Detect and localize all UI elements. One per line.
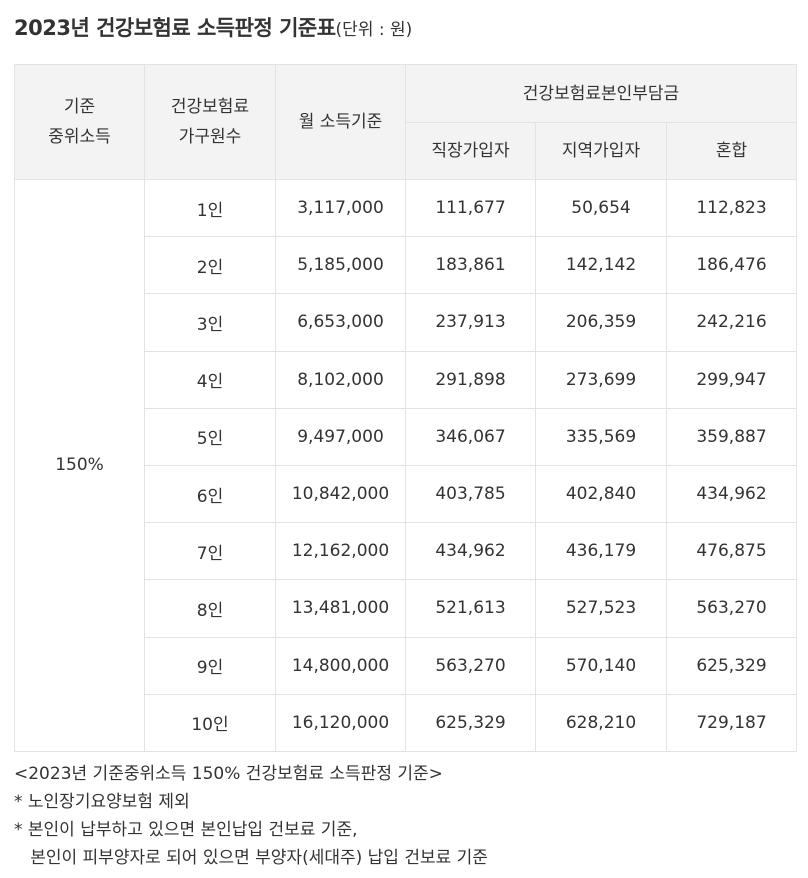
page-title: 2023년 건강보험료 소득판정 기준표(단위 : 원) (14, 12, 412, 46)
header-household-size: 건강보험료 가구원수 (144, 64, 276, 180)
table-header-row: 기준 중위소득 건강보험료 가구원수 월 소득기준 건강보험료본인부담금 (14, 64, 797, 180)
header-premium-group: 건강보험료본인부담금 (405, 64, 797, 123)
header-monthly-income: 월 소득기준 (275, 64, 406, 180)
header-median-income: 기준 중위소득 (14, 64, 145, 180)
income-cell: 10,842,000 (275, 464, 406, 524)
regional-cell: 50,654 (535, 178, 667, 238)
table-notes: <2023년 기준중위소득 150% 건강보험료 소득판정 기준> * 노인장기… (14, 760, 488, 872)
household-cell: 5인 (144, 407, 276, 466)
mixed-cell: 359,887 (666, 407, 797, 466)
table-row: 2인 5,185,000 183,861 142,142 186,476 (15, 236, 797, 295)
regional-cell: 402,840 (535, 464, 667, 524)
mixed-cell: 186,476 (666, 236, 797, 295)
header-median-line2: 중위소득 (48, 127, 111, 147)
income-cell: 3,117,000 (275, 178, 406, 238)
employee-cell: 625,329 (405, 693, 536, 752)
header-mixed: 혼합 (666, 122, 797, 180)
employee-cell: 183,861 (405, 236, 536, 295)
table-row: 10인 16,120,000 625,329 628,210 729,187 (15, 693, 797, 752)
income-criteria-table: 기준 중위소득 건강보험료 가구원수 월 소득기준 건강보험료본인부담금 직장가… (14, 64, 797, 752)
employee-cell: 521,613 (405, 579, 536, 638)
household-cell: 1인 (144, 178, 276, 238)
note-item: * 노인장기요양보험 제외 (14, 792, 190, 812)
table-row: 150% 1인 3,117,000 111,677 50,654 112,823 (14, 178, 797, 752)
household-cell: 7인 (144, 522, 276, 581)
table-row: 4인 8,102,000 291,898 273,699 299,947 (15, 350, 797, 409)
income-cell: 6,653,000 (275, 293, 406, 352)
household-cell: 3인 (144, 293, 276, 352)
income-cell: 14,800,000 (275, 636, 406, 695)
note-item-continued: 본인이 피부양자로 되어 있으면 부양자(세대주) 납입 건보료 기준 (14, 848, 488, 868)
employee-cell: 291,898 (405, 350, 536, 409)
income-cell: 16,120,000 (275, 693, 406, 752)
median-value-cell: 150% (14, 179, 145, 752)
mixed-cell: 625,329 (666, 636, 797, 695)
regional-cell: 628,210 (535, 693, 667, 752)
income-cell: 8,102,000 (275, 350, 406, 409)
mixed-cell: 434,962 (666, 464, 797, 524)
header-employee: 직장가입자 (405, 122, 536, 180)
income-cell: 5,185,000 (275, 236, 406, 295)
employee-cell: 434,962 (405, 522, 536, 581)
mixed-cell: 299,947 (666, 350, 797, 409)
mixed-cell: 563,270 (666, 579, 797, 638)
note-item: * 본인이 납부하고 있으면 본인납입 건보료 기준, (14, 820, 358, 840)
income-cell: 12,162,000 (275, 522, 406, 581)
mixed-cell: 242,216 (666, 293, 797, 352)
employee-cell: 563,270 (405, 636, 536, 695)
title-unit: (단위 : 원) (335, 20, 413, 40)
income-cell: 13,481,000 (275, 579, 406, 638)
table-row: 9인 14,800,000 563,270 570,140 625,329 (15, 636, 797, 695)
regional-cell: 335,569 (535, 407, 667, 466)
regional-cell: 527,523 (535, 579, 667, 638)
table-row: 5인 9,497,000 346,067 335,569 359,887 (15, 407, 797, 466)
household-cell: 9인 (144, 636, 276, 695)
mixed-cell: 112,823 (666, 178, 797, 238)
header-household-line1: 건강보험료 (170, 97, 250, 117)
employee-cell: 111,677 (405, 178, 536, 238)
header-median-line1: 기준 (63, 97, 96, 117)
note-caption: <2023년 기준중위소득 150% 건강보험료 소득판정 기준> (14, 764, 443, 784)
regional-cell: 142,142 (535, 236, 667, 295)
table-subheader-row: 직장가입자 지역가입자 혼합 (15, 122, 797, 180)
mixed-cell: 729,187 (666, 693, 797, 752)
employee-cell: 237,913 (405, 293, 536, 352)
table-row: 6인 10,842,000 403,785 402,840 434,962 (15, 464, 797, 524)
regional-cell: 436,179 (535, 522, 667, 581)
header-household-line2: 가구원수 (178, 127, 242, 147)
header-regional: 지역가입자 (535, 122, 667, 180)
household-cell: 2인 (144, 236, 276, 295)
regional-cell: 273,699 (535, 350, 667, 409)
employee-cell: 403,785 (405, 464, 536, 524)
household-cell: 8인 (144, 579, 276, 638)
regional-cell: 570,140 (535, 636, 667, 695)
table-row: 3인 6,653,000 237,913 206,359 242,216 (15, 293, 797, 352)
household-cell: 10인 (144, 693, 276, 752)
household-cell: 6인 (144, 464, 276, 524)
mixed-cell: 476,875 (666, 522, 797, 581)
title-main: 2023년 건강보험료 소득판정 기준표 (14, 12, 336, 42)
income-cell: 9,497,000 (275, 407, 406, 466)
household-cell: 4인 (144, 350, 276, 409)
table-row: 8인 13,481,000 521,613 527,523 563,270 (15, 579, 797, 638)
regional-cell: 206,359 (535, 293, 667, 352)
employee-cell: 346,067 (405, 407, 536, 466)
